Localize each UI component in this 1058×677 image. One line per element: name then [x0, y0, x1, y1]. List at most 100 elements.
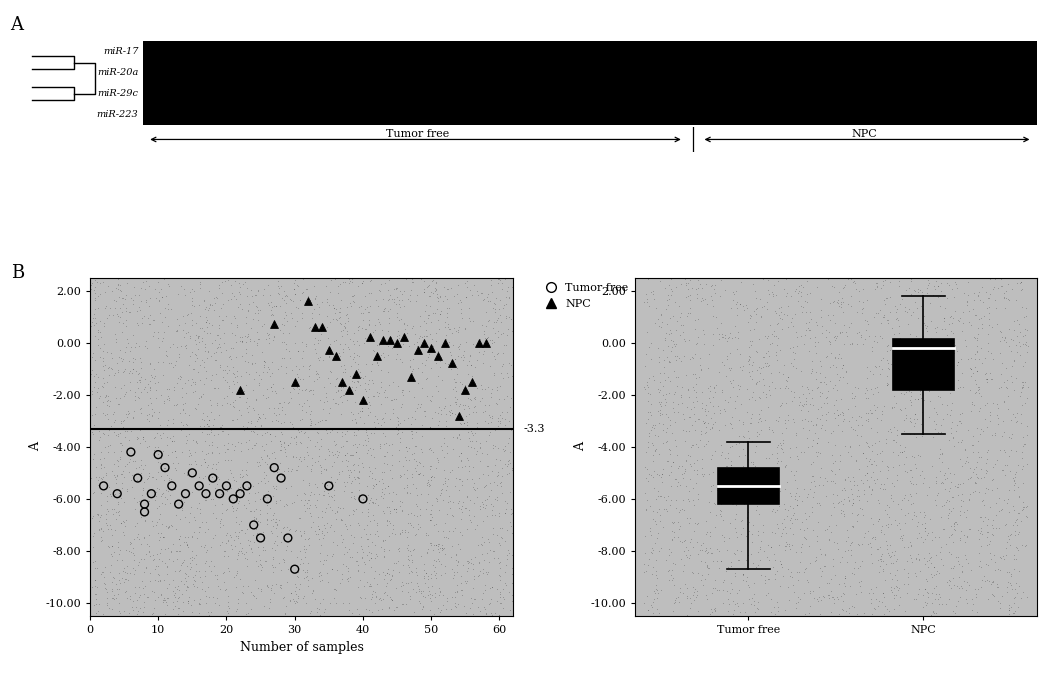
- Point: [136, 581, 153, 592]
- Point: [653, 542, 670, 553]
- Point: [141, 319, 158, 330]
- Point: [110, 280, 127, 290]
- Point: [911, 527, 928, 538]
- Point: [134, 434, 151, 445]
- Point: [282, 307, 299, 318]
- Point: [158, 494, 175, 504]
- Point: [836, 414, 853, 424]
- Point: [428, 289, 445, 300]
- Point: [153, 489, 170, 500]
- Point: [432, 489, 449, 500]
- Point: [1008, 278, 1025, 288]
- Point: [419, 548, 436, 559]
- Point: [491, 570, 508, 581]
- Point: [1003, 583, 1020, 594]
- Point: [667, 435, 683, 445]
- Point: [116, 389, 133, 400]
- Point: [1005, 475, 1022, 486]
- Point: [964, 593, 981, 604]
- Point: [978, 559, 995, 569]
- Point: [178, 343, 195, 353]
- Point: [334, 324, 351, 335]
- Point: [394, 295, 411, 306]
- Point: [694, 387, 711, 397]
- Point: [770, 605, 787, 616]
- Point: [232, 391, 249, 402]
- Point: [94, 372, 111, 383]
- Point: [453, 419, 470, 430]
- Point: [682, 412, 699, 422]
- Point: [329, 502, 346, 513]
- Point: [926, 281, 943, 292]
- Point: [271, 514, 288, 525]
- Point: [131, 592, 148, 603]
- Point: [154, 532, 171, 543]
- Point: [1015, 461, 1032, 472]
- Point: [399, 577, 416, 588]
- Point: [466, 498, 482, 509]
- Point: [869, 413, 886, 424]
- Point: [982, 368, 999, 378]
- Point: [231, 519, 248, 529]
- Text: miR-223: miR-223: [96, 110, 139, 119]
- Point: [795, 302, 811, 313]
- Point: [665, 532, 682, 543]
- Point: [268, 579, 285, 590]
- Point: [651, 510, 668, 521]
- Point: [124, 299, 141, 309]
- Point: [1006, 505, 1023, 516]
- Point: [487, 440, 504, 451]
- Point: [665, 580, 682, 590]
- Point: [250, 541, 267, 552]
- Point: [362, 399, 379, 410]
- Point: [740, 549, 756, 560]
- Point: [277, 362, 294, 372]
- Point: [836, 441, 853, 452]
- Point: [678, 542, 695, 552]
- Point: [252, 508, 269, 519]
- Point: [376, 508, 393, 519]
- Point: [303, 417, 320, 428]
- Point: [787, 494, 804, 504]
- Point: [174, 391, 190, 402]
- Point: [317, 477, 334, 488]
- Point: [639, 441, 656, 452]
- Point: [132, 511, 149, 522]
- Point: [466, 443, 482, 454]
- Point: [223, 328, 240, 338]
- Point: [700, 349, 717, 360]
- Point: [486, 477, 503, 487]
- Point: [674, 469, 691, 480]
- Point: [967, 477, 984, 488]
- Point: [674, 424, 691, 435]
- Point: [862, 472, 879, 483]
- Point: [788, 428, 805, 439]
- Point: [860, 413, 877, 424]
- Point: [172, 425, 189, 436]
- Point: [391, 433, 408, 443]
- Point: [273, 444, 290, 455]
- Point: [722, 364, 738, 375]
- Point: [847, 455, 864, 466]
- Point: [298, 407, 315, 418]
- Point: [918, 529, 935, 540]
- Point: [341, 552, 358, 563]
- Point: [187, 559, 204, 569]
- Point: [471, 556, 488, 567]
- Point: [827, 478, 844, 489]
- Point: [476, 481, 493, 492]
- Point: [462, 517, 479, 527]
- Point: [492, 477, 509, 488]
- Point: [844, 423, 861, 434]
- Point: [244, 297, 261, 307]
- Point: [657, 554, 674, 565]
- Point: [932, 554, 949, 565]
- Point: [826, 317, 843, 328]
- Point: [94, 472, 111, 483]
- Point: [135, 477, 152, 487]
- Point: [489, 495, 506, 506]
- Point: [117, 514, 134, 525]
- Point: [669, 315, 686, 326]
- Point: [399, 328, 416, 338]
- Point: [993, 331, 1010, 342]
